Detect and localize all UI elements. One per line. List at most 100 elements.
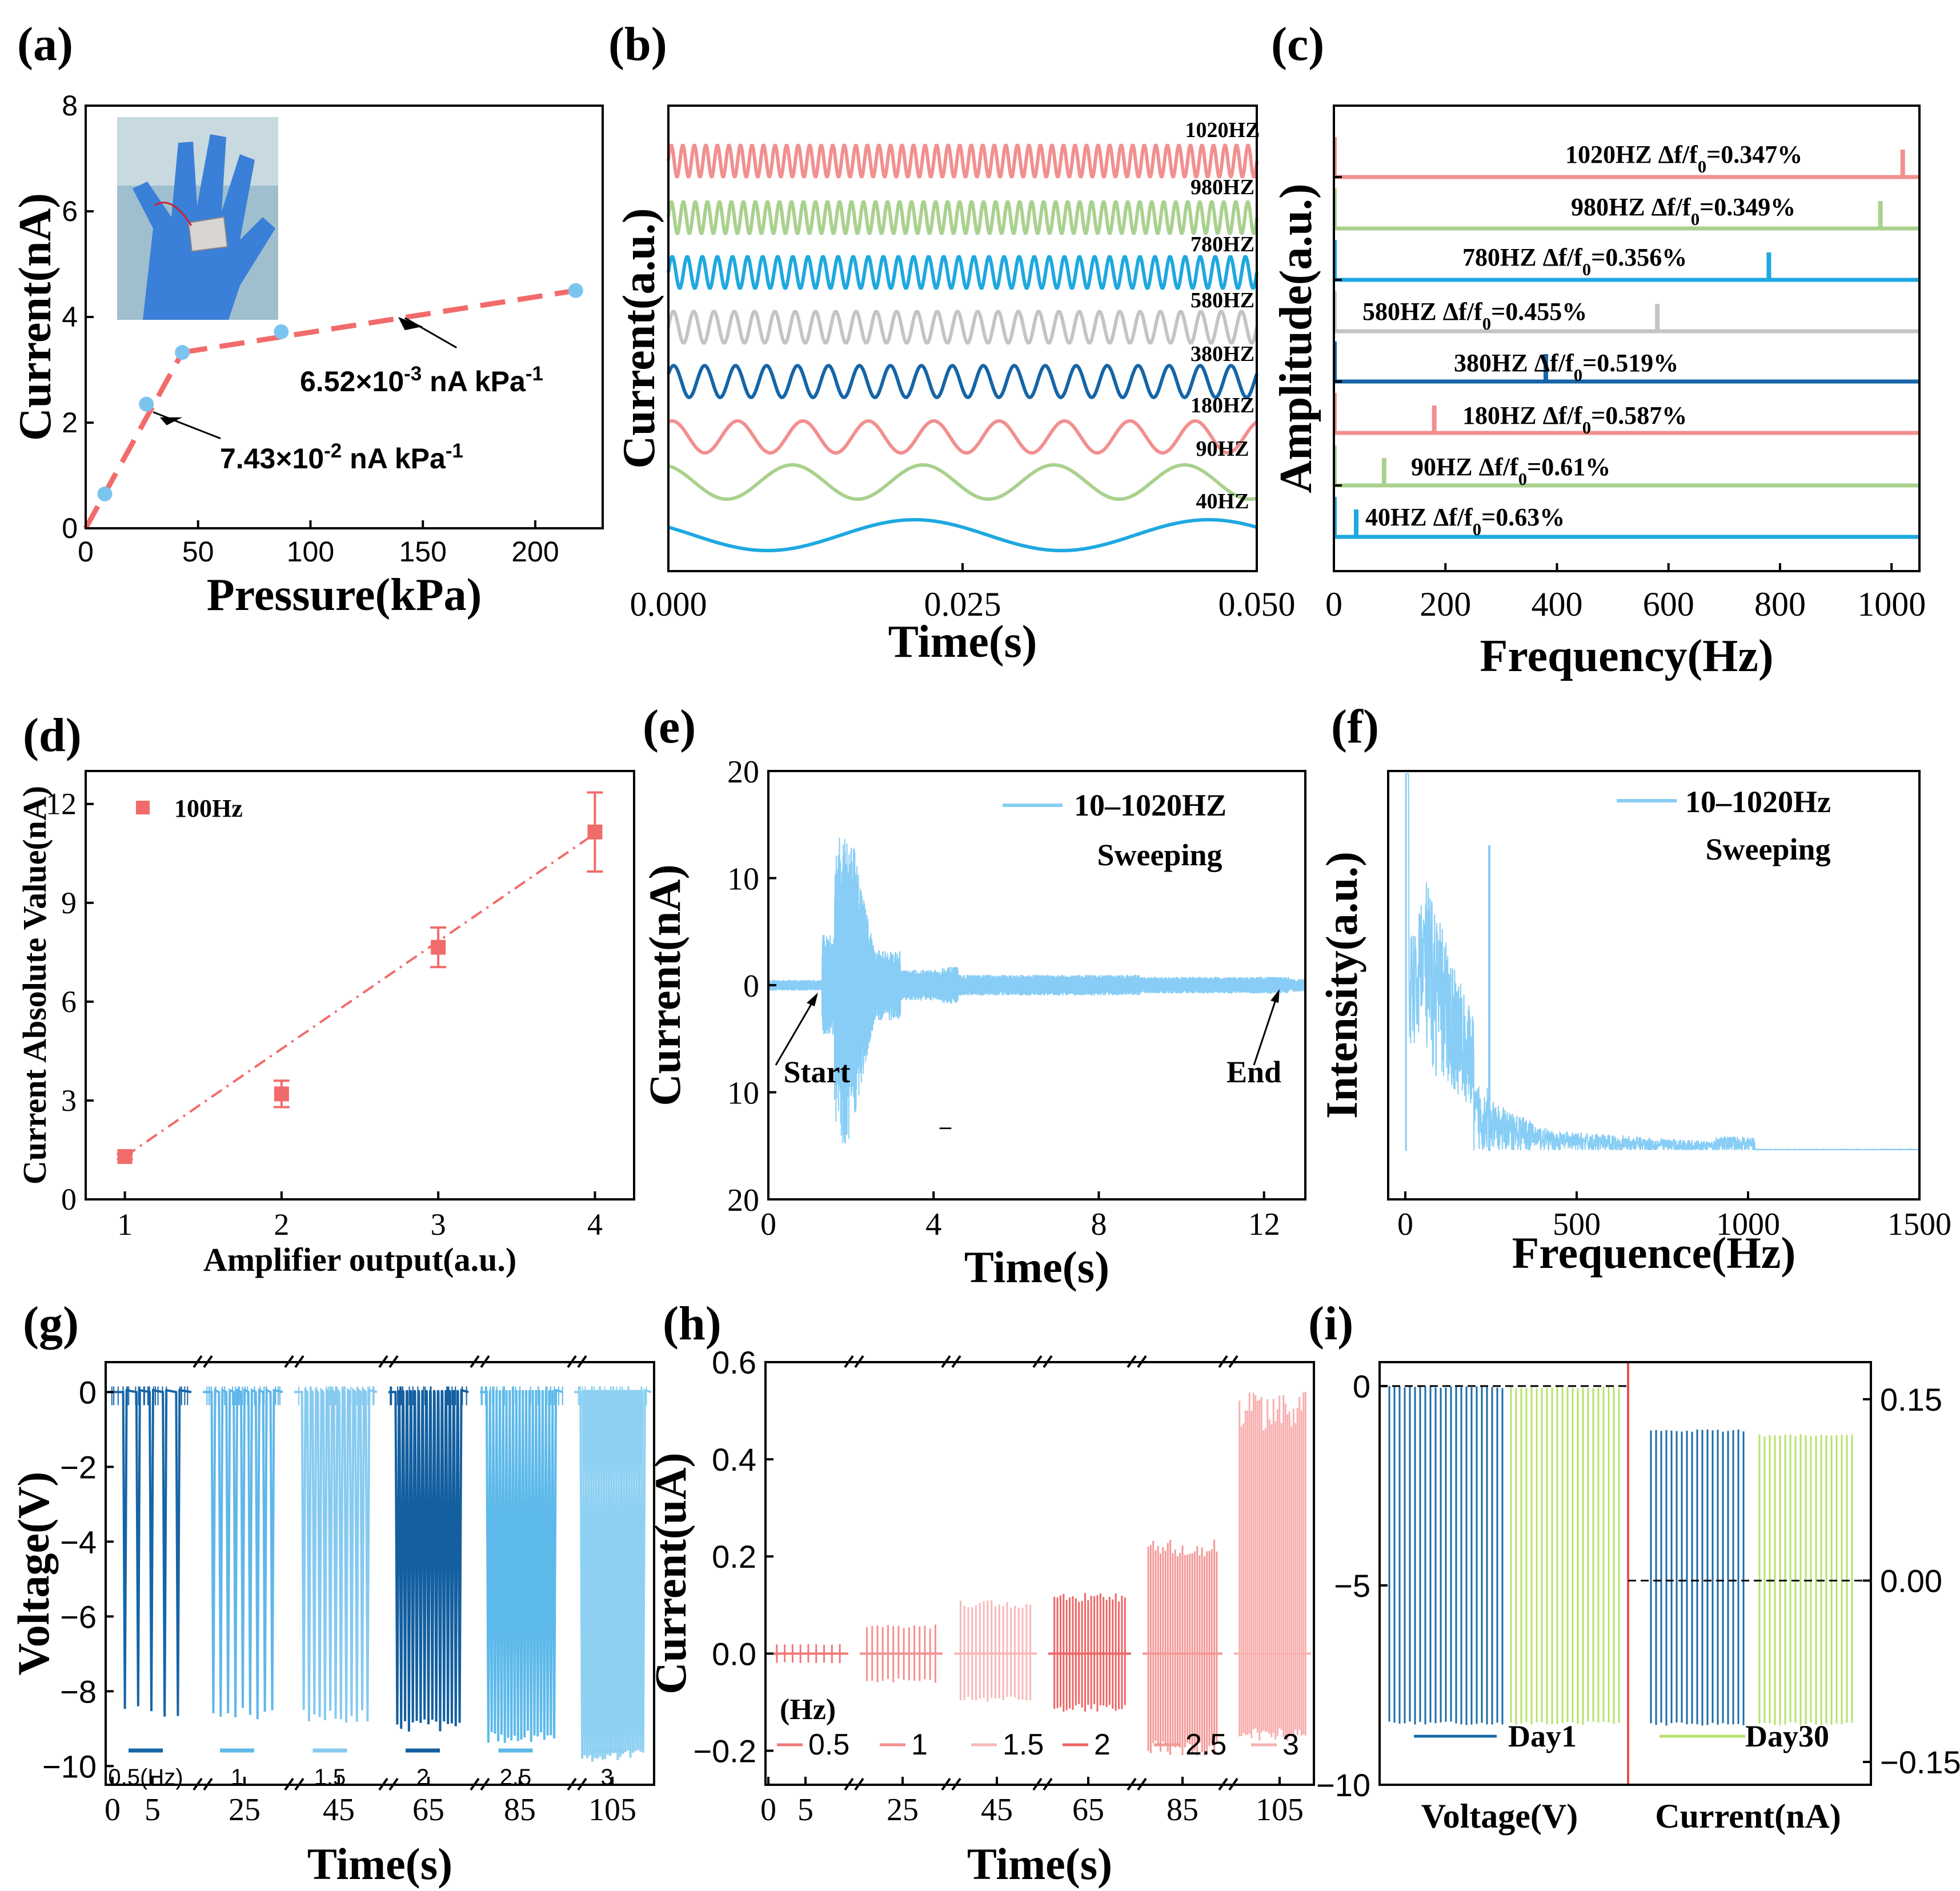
panel-g-segment-label: 1.5 bbox=[314, 1765, 346, 1790]
panel-g-frame bbox=[105, 1361, 655, 1786]
panel-h-legend-title: (Hz) bbox=[780, 1693, 836, 1726]
panel-e-ytick-label: 10 bbox=[727, 862, 759, 897]
panel-e-start-arrow bbox=[775, 999, 815, 1066]
panel-e-label: (e) bbox=[643, 700, 696, 753]
panel-b-series-380hz bbox=[667, 364, 1258, 399]
panel-a-arrowhead-2 bbox=[398, 317, 423, 331]
panel-g-ytick-label: 0 bbox=[79, 1374, 97, 1410]
panel-h-legend-label: 2 bbox=[1094, 1728, 1111, 1761]
panel-b-xtick-label: 0.025 bbox=[924, 585, 1001, 623]
panel-e-xtick-label: 12 bbox=[1248, 1207, 1280, 1242]
panel-h-segment-1hz bbox=[866, 1624, 936, 1683]
panel-c-xtick-label: 1000 bbox=[1857, 585, 1926, 623]
panel-b-xtick-label: 0.050 bbox=[1219, 585, 1296, 623]
panel-d-xlabel: Amplifier output(a.u.) bbox=[203, 1241, 516, 1278]
panel-a-slope1-annotation: 7.43×10-2 nA kPa-1 bbox=[220, 440, 463, 475]
panel-c-xtick-label: 0 bbox=[1325, 585, 1342, 623]
panel-g-segment-label: 3 bbox=[600, 1765, 613, 1790]
panel-f-legend-label: 10–1020Hz bbox=[1685, 785, 1831, 819]
panel-g-xtick-label: 5 bbox=[145, 1792, 161, 1828]
panel-b-series-label: 90HZ bbox=[1196, 437, 1249, 461]
panel-a-arrowhead-1 bbox=[159, 417, 183, 425]
panel-e-ytick-label: 10 bbox=[727, 1076, 759, 1111]
panel-h-axis-break-bottom bbox=[1218, 1777, 1238, 1791]
panel-a-xtick-label: 50 bbox=[182, 536, 214, 568]
panel-e-dash: – bbox=[939, 1113, 952, 1139]
panel-b-series-label: 40HZ bbox=[1196, 489, 1249, 513]
panel-c-series-label: 180HZ Δf/f0=0.587% bbox=[1462, 402, 1687, 437]
panel-b-series-580hz bbox=[667, 310, 1258, 345]
panel-h-axis-break-top bbox=[1032, 1355, 1053, 1368]
panel-g-axis-break-top bbox=[378, 1355, 399, 1368]
panel-f-ylabel: Intensity(a.u.) bbox=[1317, 852, 1366, 1119]
panel-h-xtick-label: 45 bbox=[981, 1792, 1013, 1828]
panel-a-fit-line-1 bbox=[83, 351, 185, 530]
panel-d-xtick-label: 3 bbox=[431, 1207, 446, 1242]
panel-h-xtick-label: 105 bbox=[1256, 1792, 1304, 1828]
panel-f-xtick-label: 1000 bbox=[1716, 1207, 1780, 1242]
data-layer bbox=[83, 117, 1920, 1785]
panel-a-xtick-label: 100 bbox=[287, 536, 334, 568]
panel-g-ytick-label: −8 bbox=[60, 1673, 97, 1709]
panel-e-start-label: Start bbox=[784, 1055, 851, 1089]
panel-g-segment-label: 2.5 bbox=[500, 1765, 532, 1790]
panel-g-ytick-label: −10 bbox=[42, 1748, 97, 1784]
panel-i-xlabel-voltage: Voltage(V) bbox=[1421, 1797, 1578, 1835]
panel-d-ytick-label: 12 bbox=[46, 787, 77, 821]
panel-e-xtick-label: 4 bbox=[925, 1207, 941, 1242]
panel-d-xtick-label: 1 bbox=[117, 1207, 133, 1242]
panel-i-ytick-right-label: 0.15 bbox=[1880, 1382, 1942, 1418]
panel-d-ytick-label: 0 bbox=[61, 1182, 77, 1216]
panel-h-axis-break-bottom bbox=[941, 1777, 961, 1791]
panel-h-segment-3hz bbox=[1238, 1392, 1306, 1741]
panel-h-axis-break-top bbox=[1127, 1355, 1147, 1368]
panel-a-ytick-label: 6 bbox=[62, 195, 78, 227]
panel-e-end-arrowhead bbox=[1270, 989, 1280, 1003]
panel-d-fit-line bbox=[124, 832, 596, 1158]
panel-h-ytick-label: 0.4 bbox=[712, 1442, 756, 1478]
panel-c-series-label: 1020HZ Δf/f0=0.347% bbox=[1565, 140, 1802, 176]
panel-g-ytick-label: −4 bbox=[60, 1524, 97, 1560]
panel-h-ytick-label: 0.2 bbox=[712, 1539, 756, 1575]
panel-b-series-90hz bbox=[668, 463, 1257, 501]
panel-g-ytick-label: −6 bbox=[60, 1599, 97, 1635]
panel-a-fit-line-2 bbox=[182, 288, 576, 355]
panel-i-ytick-left-label: −10 bbox=[1316, 1767, 1370, 1803]
panel-g-xtick-label: 0 bbox=[105, 1792, 121, 1828]
panel-h-legend-label: 0.5 bbox=[808, 1728, 849, 1761]
panel-h-axis-break-top bbox=[1218, 1355, 1238, 1368]
text-layer: (a)0 50 100 150 20002468Pressure(kPa)Current… bbox=[9, 18, 1960, 1889]
panel-d-xtick-label: 4 bbox=[587, 1207, 603, 1242]
panel-g-xlabel: Time(s) bbox=[307, 1839, 452, 1889]
panel-c-xtick-label: 200 bbox=[1420, 585, 1471, 623]
panel-a-xtick-label: 0 bbox=[78, 536, 94, 568]
panel-a-point bbox=[175, 344, 190, 360]
panel-a-xtick-label: 150 bbox=[399, 536, 446, 568]
panel-a-ylabel: Current(nA) bbox=[10, 193, 61, 441]
panel-b-series-1020hz bbox=[667, 143, 1258, 179]
panel-h-legend-label: 2.5 bbox=[1185, 1728, 1226, 1761]
panel-b-series-180hz bbox=[667, 419, 1258, 455]
panel-d-legend-marker bbox=[136, 801, 150, 814]
panel-a-label: (a) bbox=[17, 18, 73, 71]
panel-i-xlabel-current: Current(nA) bbox=[1655, 1797, 1841, 1835]
panel-a-slope2-annotation: 6.52×10-3 nA kPa-1 bbox=[300, 363, 543, 398]
panel-g-axis-break-bottom bbox=[567, 1777, 587, 1791]
panel-e-end-arrow bbox=[1253, 996, 1278, 1066]
panel-c-xlabel: Frequency(Hz) bbox=[1480, 631, 1774, 681]
panel-h-ytick-label: 0.0 bbox=[712, 1636, 756, 1672]
panel-h-xtick-label: 25 bbox=[887, 1792, 919, 1828]
panel-i-ytick-left-label: −5 bbox=[1334, 1568, 1370, 1604]
panel-e-xlabel: Time(s) bbox=[964, 1242, 1109, 1292]
panel-f-legend-sweeping: Sweeping bbox=[1705, 832, 1830, 866]
panel-a-ytick-label: 8 bbox=[62, 90, 78, 122]
panel-i-ytick-left-label: 0 bbox=[1353, 1368, 1370, 1404]
panel-i-ytick-right-label: −0.15 bbox=[1880, 1744, 1960, 1780]
panel-f-label: (f) bbox=[1331, 700, 1379, 753]
panel-g-xtick-label: 45 bbox=[323, 1792, 355, 1828]
panel-e-ytick-label: 0 bbox=[743, 969, 759, 1004]
panel-c-xtick-label: 600 bbox=[1643, 585, 1694, 623]
panel-h-xtick-label: 65 bbox=[1072, 1792, 1104, 1828]
panel-c-series-label: 40HZ Δf/f0=0.63% bbox=[1365, 503, 1565, 539]
